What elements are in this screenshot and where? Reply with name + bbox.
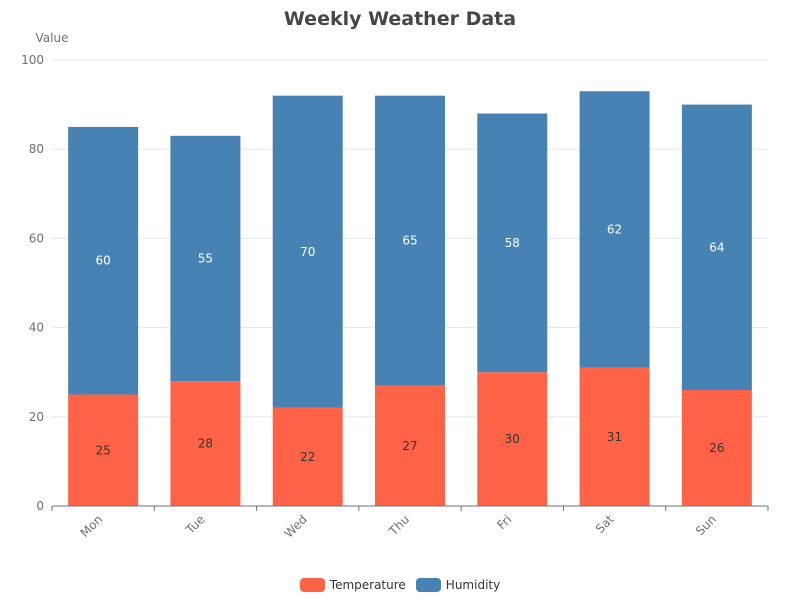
bar-temperature-mon xyxy=(68,394,139,506)
legend-swatch-humidity xyxy=(415,578,441,592)
data-label-humidity-sat: 62 xyxy=(607,222,622,236)
data-label-humidity-sun: 64 xyxy=(709,240,724,254)
bar-humidity-wed xyxy=(272,95,343,408)
y-tick-label-20: 20 xyxy=(29,410,44,424)
x-tick-label-mon: Mon xyxy=(77,512,105,540)
data-label-humidity-thu: 65 xyxy=(402,234,417,248)
legend: Temperature Humidity xyxy=(0,578,800,592)
data-label-temperature-thu: 27 xyxy=(402,439,417,453)
bar-temperature-tue xyxy=(170,381,241,506)
x-tick-label-sun: Sun xyxy=(693,512,719,538)
bar-humidity-thu xyxy=(375,95,445,386)
y-tick-label-100: 100 xyxy=(21,53,44,67)
data-label-temperature-fri: 30 xyxy=(505,432,520,446)
data-label-humidity-tue: 55 xyxy=(198,251,213,265)
legend-label-humidity: Humidity xyxy=(445,578,501,592)
bar-humidity-sun xyxy=(681,104,752,391)
legend-item-temperature[interactable]: Temperature xyxy=(299,578,406,592)
x-tick-label-thu: Thu xyxy=(386,512,413,539)
legend-item-humidity[interactable]: Humidity xyxy=(415,578,501,592)
legend-swatch-temperature xyxy=(299,578,325,592)
legend-label-temperature: Temperature xyxy=(329,578,406,592)
bar-temperature-sun xyxy=(681,390,752,506)
y-tick-label-60: 60 xyxy=(29,231,44,245)
x-tick-label-wed: Wed xyxy=(281,512,309,540)
x-tick-label-sat: Sat xyxy=(593,512,617,536)
bar-humidity-fri xyxy=(477,113,548,373)
y-tick-label-80: 80 xyxy=(29,142,44,156)
data-label-temperature-wed: 22 xyxy=(300,450,315,464)
y-tick-label-40: 40 xyxy=(29,321,44,335)
bar-humidity-sat xyxy=(579,91,650,368)
bar-humidity-tue xyxy=(170,135,241,382)
x-tick-label-fri: Fri xyxy=(494,512,514,532)
data-label-temperature-tue: 28 xyxy=(198,437,213,451)
bar-temperature-fri xyxy=(477,372,548,506)
bar-temperature-sat xyxy=(579,367,650,506)
data-label-temperature-sun: 26 xyxy=(709,441,724,455)
data-label-humidity-wed: 70 xyxy=(300,245,315,259)
chart-title: Weekly Weather Data xyxy=(283,8,517,30)
bar-humidity-mon xyxy=(68,126,139,395)
bar-temperature-wed xyxy=(272,407,343,506)
y-axis-label: Value xyxy=(36,31,69,45)
data-label-humidity-fri: 58 xyxy=(505,236,520,250)
y-tick-label-0: 0 xyxy=(36,499,44,513)
data-label-temperature-mon: 25 xyxy=(96,443,111,457)
bar-temperature-thu xyxy=(375,385,445,506)
data-label-humidity-mon: 60 xyxy=(96,254,111,268)
x-tick-label-tue: Tue xyxy=(182,512,207,537)
data-label-temperature-sat: 31 xyxy=(607,430,622,444)
